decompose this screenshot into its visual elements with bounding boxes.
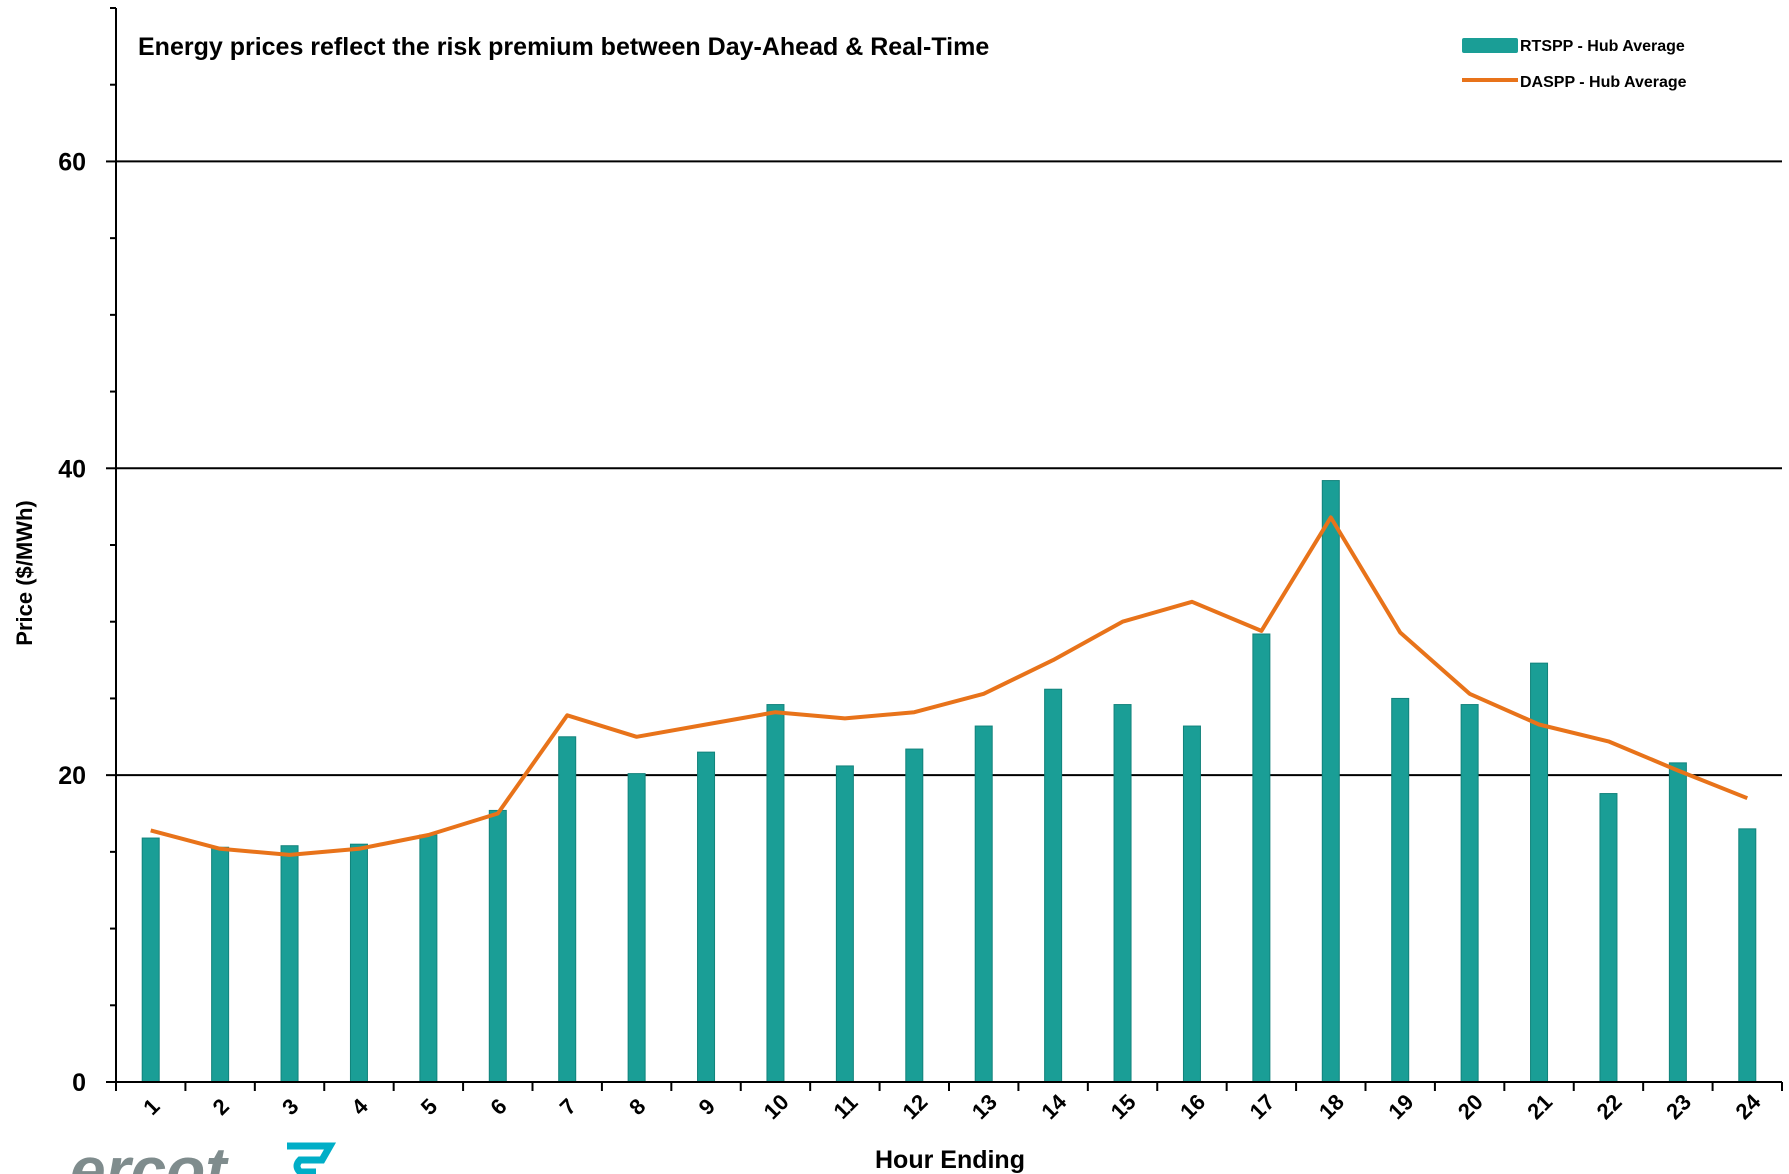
ercot-logo-swoosh — [287, 1142, 337, 1174]
bar-rtspp-16 — [1182, 725, 1201, 1083]
x-tick-label-19: 19 — [1383, 1089, 1418, 1124]
x-tick-label-20: 20 — [1453, 1089, 1488, 1124]
x-tick-label-11: 11 — [829, 1090, 863, 1124]
chart-annotation: Energy prices reflect the risk premium b… — [138, 33, 989, 61]
x-tick-label-24: 24 — [1730, 1089, 1766, 1125]
x-tick-label-23: 23 — [1661, 1089, 1696, 1124]
x-tick-label-7: 7 — [555, 1094, 581, 1120]
bar-rtspp-14 — [1044, 688, 1063, 1083]
legend-label-daspp: DASPP - Hub Average — [1520, 74, 1687, 91]
ercot-logo-wordmark: ercot — [70, 1134, 229, 1174]
legend-swatch-rtspp — [1462, 38, 1518, 53]
legend-item-daspp: DASPP - Hub Average — [1462, 74, 1687, 91]
y-tick-label-0: 0 — [72, 1069, 86, 1097]
bar-rtspp-23 — [1668, 762, 1687, 1083]
y-tick-label-60: 60 — [58, 148, 86, 176]
line-series-daspp — [150, 515, 1749, 857]
bar-rtspp-18 — [1321, 480, 1340, 1083]
ercot-logo: ercot — [70, 1134, 337, 1174]
bar-series-rtspp — [141, 480, 1757, 1083]
x-tick-label-14: 14 — [1036, 1089, 1072, 1125]
x-tick-label-1: 1 — [138, 1094, 164, 1120]
x-tick-label-5: 5 — [416, 1094, 442, 1120]
axes — [106, 7, 1783, 1091]
x-tick-label-8: 8 — [624, 1094, 650, 1120]
x-axis-title: Hour Ending — [875, 1146, 1025, 1174]
x-tick-label-9: 9 — [694, 1094, 720, 1120]
y-tick-label-40: 40 — [58, 455, 86, 483]
bar-rtspp-8 — [627, 773, 646, 1083]
legend-item-rtspp: RTSPP - Hub Average — [1462, 38, 1685, 55]
bar-rtspp-11 — [835, 765, 854, 1083]
bar-rtspp-3 — [280, 845, 299, 1083]
legend-label-rtspp: RTSPP - Hub Average — [1520, 38, 1685, 55]
x-tick-label-21: 21 — [1522, 1089, 1557, 1124]
x-tick-label-16: 16 — [1175, 1089, 1210, 1124]
x-tick-label-4: 4 — [346, 1093, 373, 1120]
bar-rtspp-4 — [349, 843, 368, 1083]
y-tick-labels: 0 20 40 60 — [58, 148, 86, 1097]
x-tick-label-3: 3 — [277, 1094, 303, 1120]
bar-rtspp-19 — [1391, 697, 1410, 1083]
gridlines — [116, 160, 1782, 777]
y-tick-label-20: 20 — [58, 762, 86, 790]
bar-rtspp-1 — [141, 837, 160, 1083]
bar-rtspp-6 — [488, 809, 507, 1083]
x-tick-label-22: 22 — [1592, 1089, 1627, 1124]
bar-rtspp-2 — [211, 846, 230, 1083]
bar-rtspp-15 — [1113, 704, 1132, 1083]
y-axis-title: Price ($/MWh) — [12, 500, 37, 645]
x-tick-label-10: 10 — [759, 1089, 794, 1124]
bar-rtspp-5 — [419, 834, 438, 1083]
x-tick-label-13: 13 — [967, 1089, 1002, 1124]
bar-rtspp-9 — [697, 751, 716, 1083]
x-tick-label-18: 18 — [1314, 1089, 1349, 1124]
line-daspp-path — [150, 515, 1749, 857]
bar-rtspp-17 — [1252, 633, 1271, 1083]
bar-rtspp-10 — [766, 704, 785, 1083]
x-tick-label-12: 12 — [897, 1089, 932, 1124]
bar-rtspp-7 — [558, 736, 577, 1083]
x-tick-label-6: 6 — [485, 1094, 511, 1120]
x-tick-label-17: 17 — [1245, 1089, 1280, 1124]
bar-rtspp-20 — [1460, 704, 1479, 1083]
bar-rtspp-12 — [905, 748, 924, 1083]
legend: RTSPP - Hub Average DASPP - Hub Average — [1462, 38, 1687, 91]
bar-rtspp-22 — [1599, 793, 1618, 1083]
bar-rtspp-24 — [1738, 828, 1757, 1083]
x-tick-label-2: 2 — [208, 1094, 234, 1120]
x-tick-labels: 1 2 3 4 5 6 7 8 9 10 11 12 13 14 15 16 17 18 19 20 21 22 23 24 — [138, 1089, 1766, 1125]
x-tick-label-15: 15 — [1106, 1089, 1141, 1124]
bar-rtspp-13 — [974, 725, 993, 1083]
